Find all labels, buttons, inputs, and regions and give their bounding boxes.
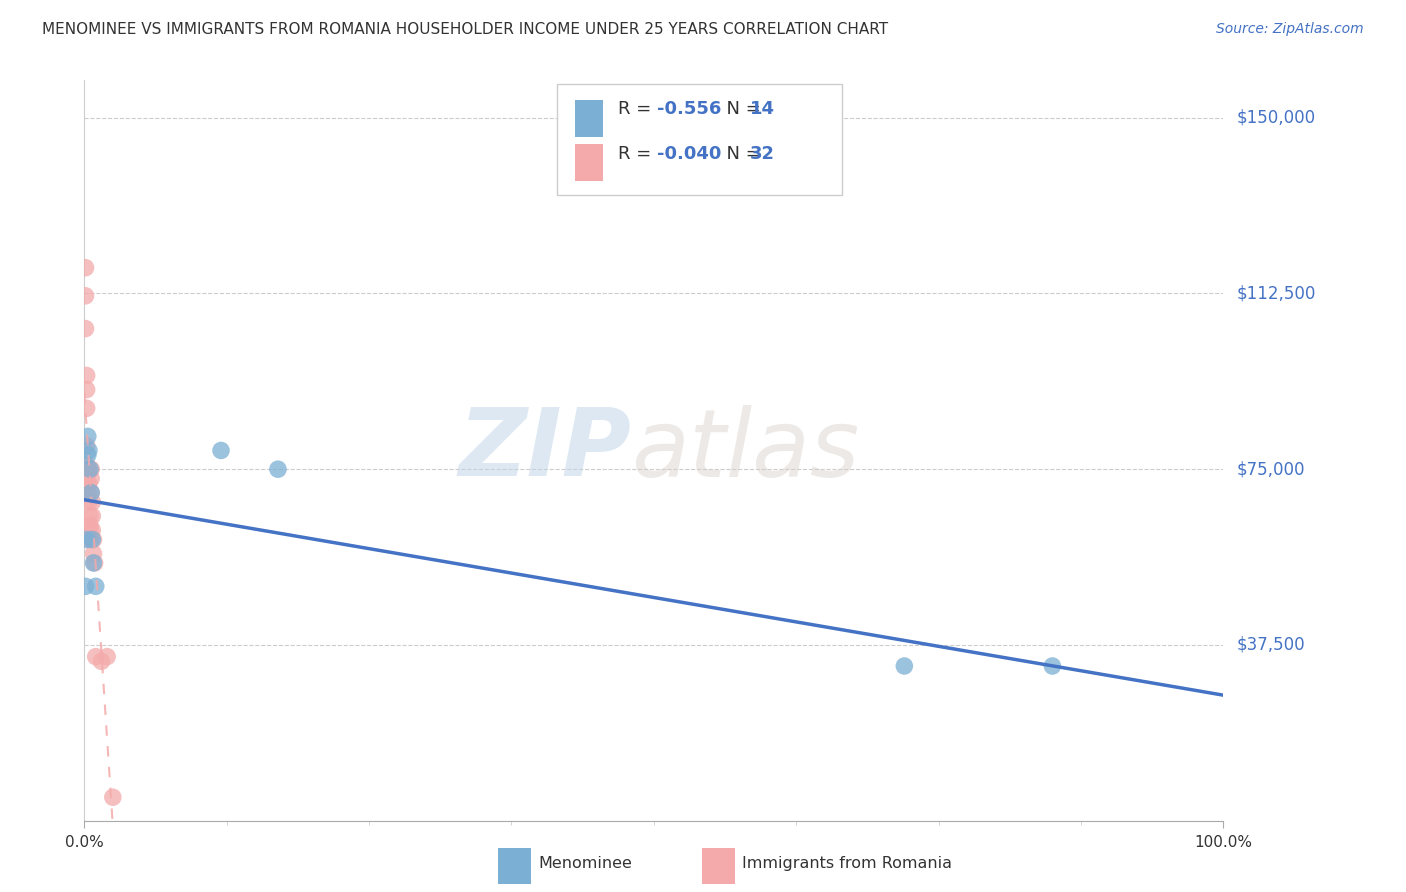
Point bbox=[80, 462, 103, 476]
Point bbox=[84, 649, 107, 664]
FancyBboxPatch shape bbox=[557, 84, 842, 195]
Text: Immigrants from Romania: Immigrants from Romania bbox=[742, 856, 952, 871]
Text: 32: 32 bbox=[749, 145, 775, 162]
Point bbox=[76, 383, 98, 397]
Text: Menominee: Menominee bbox=[538, 856, 633, 871]
Point bbox=[82, 495, 104, 509]
Point bbox=[77, 462, 100, 476]
Point bbox=[77, 495, 100, 509]
Text: -0.040: -0.040 bbox=[657, 145, 721, 162]
Point bbox=[77, 443, 100, 458]
Point bbox=[90, 654, 112, 668]
Point bbox=[1042, 659, 1064, 673]
FancyBboxPatch shape bbox=[575, 100, 603, 136]
Point bbox=[76, 401, 98, 416]
Text: 14: 14 bbox=[749, 100, 775, 119]
FancyBboxPatch shape bbox=[575, 144, 603, 181]
Text: N =: N = bbox=[716, 100, 766, 119]
Point bbox=[82, 547, 104, 561]
Point bbox=[75, 260, 97, 275]
Point bbox=[76, 485, 98, 500]
Text: Source: ZipAtlas.com: Source: ZipAtlas.com bbox=[1216, 22, 1364, 37]
Point bbox=[76, 429, 98, 443]
Point bbox=[82, 509, 104, 524]
Point bbox=[96, 649, 118, 664]
Text: R =: R = bbox=[619, 145, 658, 162]
Point bbox=[82, 523, 104, 537]
Point bbox=[80, 472, 103, 486]
Point bbox=[76, 439, 98, 453]
Point bbox=[77, 476, 100, 491]
Point bbox=[82, 533, 104, 547]
Point bbox=[79, 533, 101, 547]
Text: $150,000: $150,000 bbox=[1237, 109, 1316, 127]
Point bbox=[80, 485, 103, 500]
Text: N =: N = bbox=[716, 145, 766, 162]
Text: MENOMINEE VS IMMIGRANTS FROM ROMANIA HOUSEHOLDER INCOME UNDER 25 YEARS CORRELATI: MENOMINEE VS IMMIGRANTS FROM ROMANIA HOU… bbox=[42, 22, 889, 37]
Point bbox=[82, 556, 104, 570]
Point bbox=[75, 289, 97, 303]
Point bbox=[83, 556, 105, 570]
Point bbox=[76, 448, 98, 462]
Point bbox=[75, 321, 97, 335]
Point bbox=[267, 462, 290, 476]
Point bbox=[76, 462, 98, 476]
Text: atlas: atlas bbox=[631, 405, 859, 496]
Text: $37,500: $37,500 bbox=[1237, 636, 1306, 654]
Point bbox=[84, 579, 107, 593]
Text: R =: R = bbox=[619, 100, 658, 119]
Point bbox=[79, 518, 101, 533]
Point bbox=[76, 458, 98, 472]
Point bbox=[76, 368, 98, 383]
Text: ZIP: ZIP bbox=[458, 404, 631, 497]
Point bbox=[893, 659, 915, 673]
Text: $112,500: $112,500 bbox=[1237, 285, 1316, 302]
Point bbox=[76, 467, 98, 481]
Point bbox=[80, 485, 103, 500]
Point bbox=[101, 790, 124, 805]
Text: -0.556: -0.556 bbox=[657, 100, 721, 119]
Point bbox=[76, 476, 98, 491]
Text: $75,000: $75,000 bbox=[1237, 460, 1306, 478]
Point bbox=[79, 509, 101, 524]
Point bbox=[79, 462, 101, 476]
Point bbox=[79, 523, 101, 537]
Point bbox=[209, 443, 232, 458]
Point bbox=[82, 533, 104, 547]
Point bbox=[75, 579, 97, 593]
Point bbox=[76, 533, 98, 547]
